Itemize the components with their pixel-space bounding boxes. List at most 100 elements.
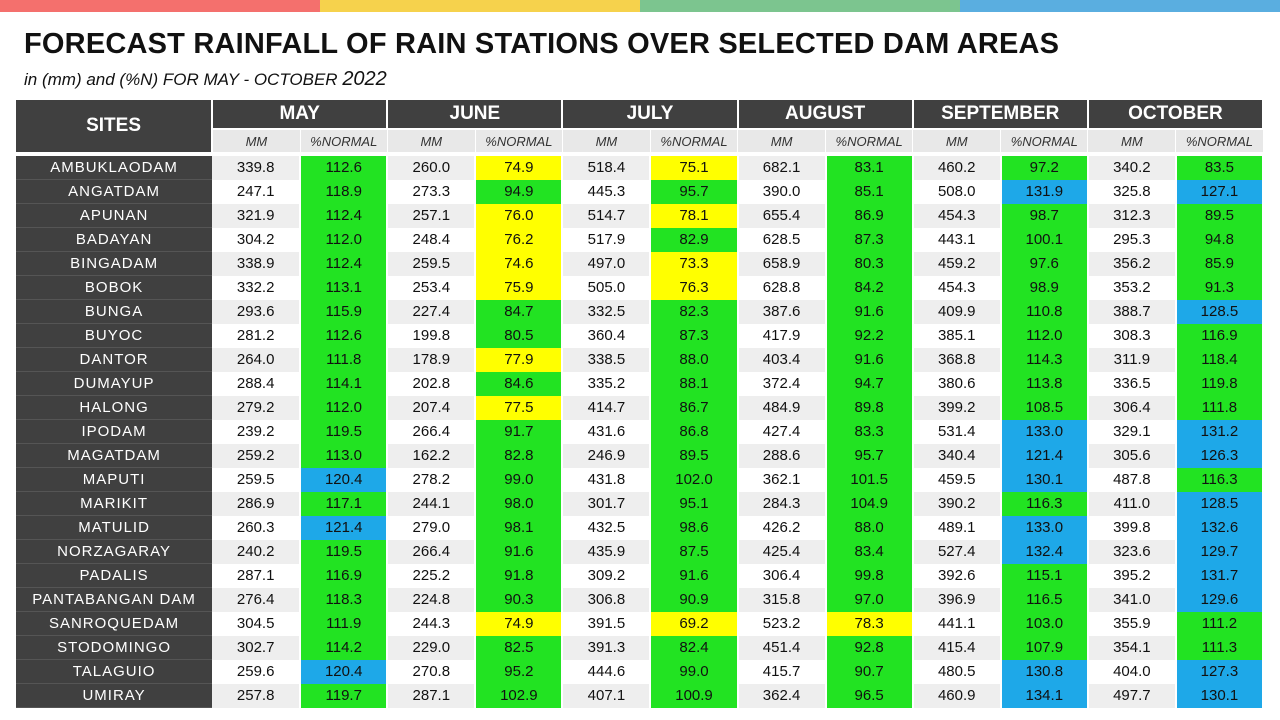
page-title: FORECAST RAINFALL OF RAIN STATIONS OVER … bbox=[24, 28, 1060, 60]
mm-value: 287.1 bbox=[387, 683, 476, 708]
pct-normal-value: 74.9 bbox=[474, 611, 564, 636]
pct-normal-value: 115.9 bbox=[299, 299, 389, 324]
table-row: MAGATDAM 259.2 113.0 162.2 82.8 246.9 89.5 288.… bbox=[16, 443, 1265, 468]
pct-normal-value: 112.0 bbox=[299, 395, 389, 420]
site-name: MAGATDAM bbox=[16, 443, 213, 468]
pct-normal-value: 113.0 bbox=[299, 443, 389, 468]
mm-value: 293.6 bbox=[212, 299, 301, 324]
pct-normal-subheader: %NORMAL bbox=[1000, 129, 1089, 152]
mm-value: 409.9 bbox=[912, 299, 1001, 324]
pct-normal-value: 119.8 bbox=[1174, 371, 1265, 396]
table-row: AMBUKLAODAM 339.8 112.6 260.0 74.9 518.4 75.1 6… bbox=[16, 156, 1265, 180]
mm-value: 341.0 bbox=[1087, 587, 1176, 612]
site-name: BOBOK bbox=[16, 275, 213, 300]
table-row: BOBOK 332.2 113.1 253.4 75.9 505.0 76.3 628.8 84… bbox=[16, 275, 1265, 300]
pct-normal-subheader: %NORMAL bbox=[650, 129, 739, 152]
mm-value: 415.4 bbox=[912, 635, 1001, 660]
mm-value: 309.2 bbox=[562, 563, 651, 588]
mm-value: 505.0 bbox=[562, 275, 651, 300]
pct-normal-value: 98.9 bbox=[999, 275, 1089, 300]
mm-value: 443.1 bbox=[912, 227, 1001, 252]
mm-value: 411.0 bbox=[1087, 491, 1176, 516]
pct-normal-value: 80.3 bbox=[824, 251, 914, 276]
pct-normal-value: 97.0 bbox=[824, 587, 914, 612]
pct-normal-value: 77.9 bbox=[474, 347, 564, 372]
pct-normal-value: 112.4 bbox=[299, 251, 389, 276]
pct-normal-value: 116.5 bbox=[999, 587, 1089, 612]
mm-value: 257.8 bbox=[212, 683, 301, 708]
pct-normal-value: 91.6 bbox=[649, 563, 739, 588]
pct-normal-value: 94.8 bbox=[1174, 227, 1265, 252]
mm-value: 460.9 bbox=[912, 683, 1001, 708]
mm-value: 335.2 bbox=[562, 371, 651, 396]
pct-normal-value: 74.6 bbox=[474, 251, 564, 276]
table-row: MATULID 260.3 121.4 279.0 98.1 432.5 98.6 426.2… bbox=[16, 515, 1265, 540]
pct-normal-value: 102.9 bbox=[474, 683, 564, 708]
mm-value: 404.0 bbox=[1087, 659, 1176, 684]
mm-value: 387.6 bbox=[737, 299, 826, 324]
pct-normal-value: 116.3 bbox=[999, 491, 1089, 516]
pct-normal-value: 114.3 bbox=[999, 347, 1089, 372]
table-row: HALONG 279.2 112.0 207.4 77.5 414.7 86.7 484.9 8… bbox=[16, 395, 1265, 420]
pct-normal-value: 91.6 bbox=[824, 299, 914, 324]
mm-value: 288.6 bbox=[737, 443, 826, 468]
pct-normal-value: 96.5 bbox=[824, 683, 914, 708]
pct-normal-value: 91.6 bbox=[474, 539, 564, 564]
pct-normal-value: 83.3 bbox=[824, 419, 914, 444]
separator-cell bbox=[16, 152, 1263, 156]
pct-normal-value: 84.2 bbox=[824, 275, 914, 300]
site-name: ANGATDAM bbox=[16, 179, 213, 204]
mm-value: 392.6 bbox=[912, 563, 1001, 588]
pct-normal-value: 121.4 bbox=[299, 515, 389, 540]
mm-value: 415.7 bbox=[737, 659, 826, 684]
sub-header-row: MM %NORMAL MM %NORMAL MM %NORMAL MM %NOR… bbox=[16, 129, 1264, 152]
mm-value: 278.2 bbox=[387, 467, 476, 492]
pct-normal-value: 91.6 bbox=[824, 347, 914, 372]
pct-normal-value: 82.9 bbox=[649, 227, 739, 252]
site-name: SANROQUEDAM bbox=[16, 611, 213, 636]
pct-normal-value: 112.0 bbox=[999, 323, 1089, 348]
site-name: NORZAGARAY bbox=[16, 539, 213, 564]
pct-normal-value: 132.6 bbox=[1174, 515, 1265, 540]
pct-normal-value: 88.0 bbox=[649, 347, 739, 372]
mm-value: 517.9 bbox=[562, 227, 651, 252]
mm-value: 202.8 bbox=[387, 371, 476, 396]
month-header: MAY bbox=[212, 100, 389, 130]
mm-value: 286.9 bbox=[212, 491, 301, 516]
mm-value: 372.4 bbox=[737, 371, 826, 396]
mm-value: 239.2 bbox=[212, 419, 301, 444]
pct-normal-value: 95.7 bbox=[649, 179, 739, 204]
mm-value: 396.9 bbox=[912, 587, 1001, 612]
pct-normal-value: 95.1 bbox=[649, 491, 739, 516]
pct-normal-value: 117.1 bbox=[299, 491, 389, 516]
pct-normal-value: 82.5 bbox=[474, 635, 564, 660]
pct-normal-value: 99.0 bbox=[649, 659, 739, 684]
pct-normal-value: 80.5 bbox=[474, 323, 564, 348]
month-header-row: SITES MAY JUNE JULY AUGUST SEPTEMBER OCT… bbox=[16, 100, 1265, 152]
pct-normal-value: 86.8 bbox=[649, 419, 739, 444]
pct-normal-subheader: %NORMAL bbox=[475, 129, 563, 152]
pct-normal-value: 98.1 bbox=[474, 515, 564, 540]
mm-value: 340.4 bbox=[912, 443, 1001, 468]
top-color-bar bbox=[0, 0, 1280, 12]
header-separator bbox=[16, 152, 1263, 156]
pct-normal-value: 112.4 bbox=[299, 203, 389, 228]
pct-normal-value: 121.4 bbox=[999, 443, 1089, 468]
table-row: BADAYAN 304.2 112.0 248.4 76.2 517.9 82.9 628.5… bbox=[16, 227, 1265, 252]
pct-normal-value: 113.8 bbox=[999, 371, 1089, 396]
site-name: DANTOR bbox=[16, 347, 213, 372]
table-row: MAPUTI 259.5 120.4 278.2 99.0 431.8 102.0 362.1… bbox=[16, 467, 1265, 492]
mm-value: 353.2 bbox=[1087, 275, 1176, 300]
mm-value: 240.2 bbox=[212, 539, 301, 564]
pct-normal-value: 86.9 bbox=[824, 203, 914, 228]
pct-normal-value: 98.7 bbox=[999, 203, 1089, 228]
mm-value: 362.4 bbox=[737, 683, 826, 708]
pct-normal-value: 111.8 bbox=[1174, 395, 1265, 420]
mm-value: 288.4 bbox=[212, 371, 301, 396]
pct-normal-value: 114.2 bbox=[299, 635, 389, 660]
pct-normal-value: 119.7 bbox=[299, 683, 389, 708]
pct-normal-value: 87.3 bbox=[649, 323, 739, 348]
pct-normal-value: 112.6 bbox=[299, 156, 389, 180]
pct-normal-value: 113.1 bbox=[299, 275, 389, 300]
mm-value: 224.8 bbox=[387, 587, 476, 612]
